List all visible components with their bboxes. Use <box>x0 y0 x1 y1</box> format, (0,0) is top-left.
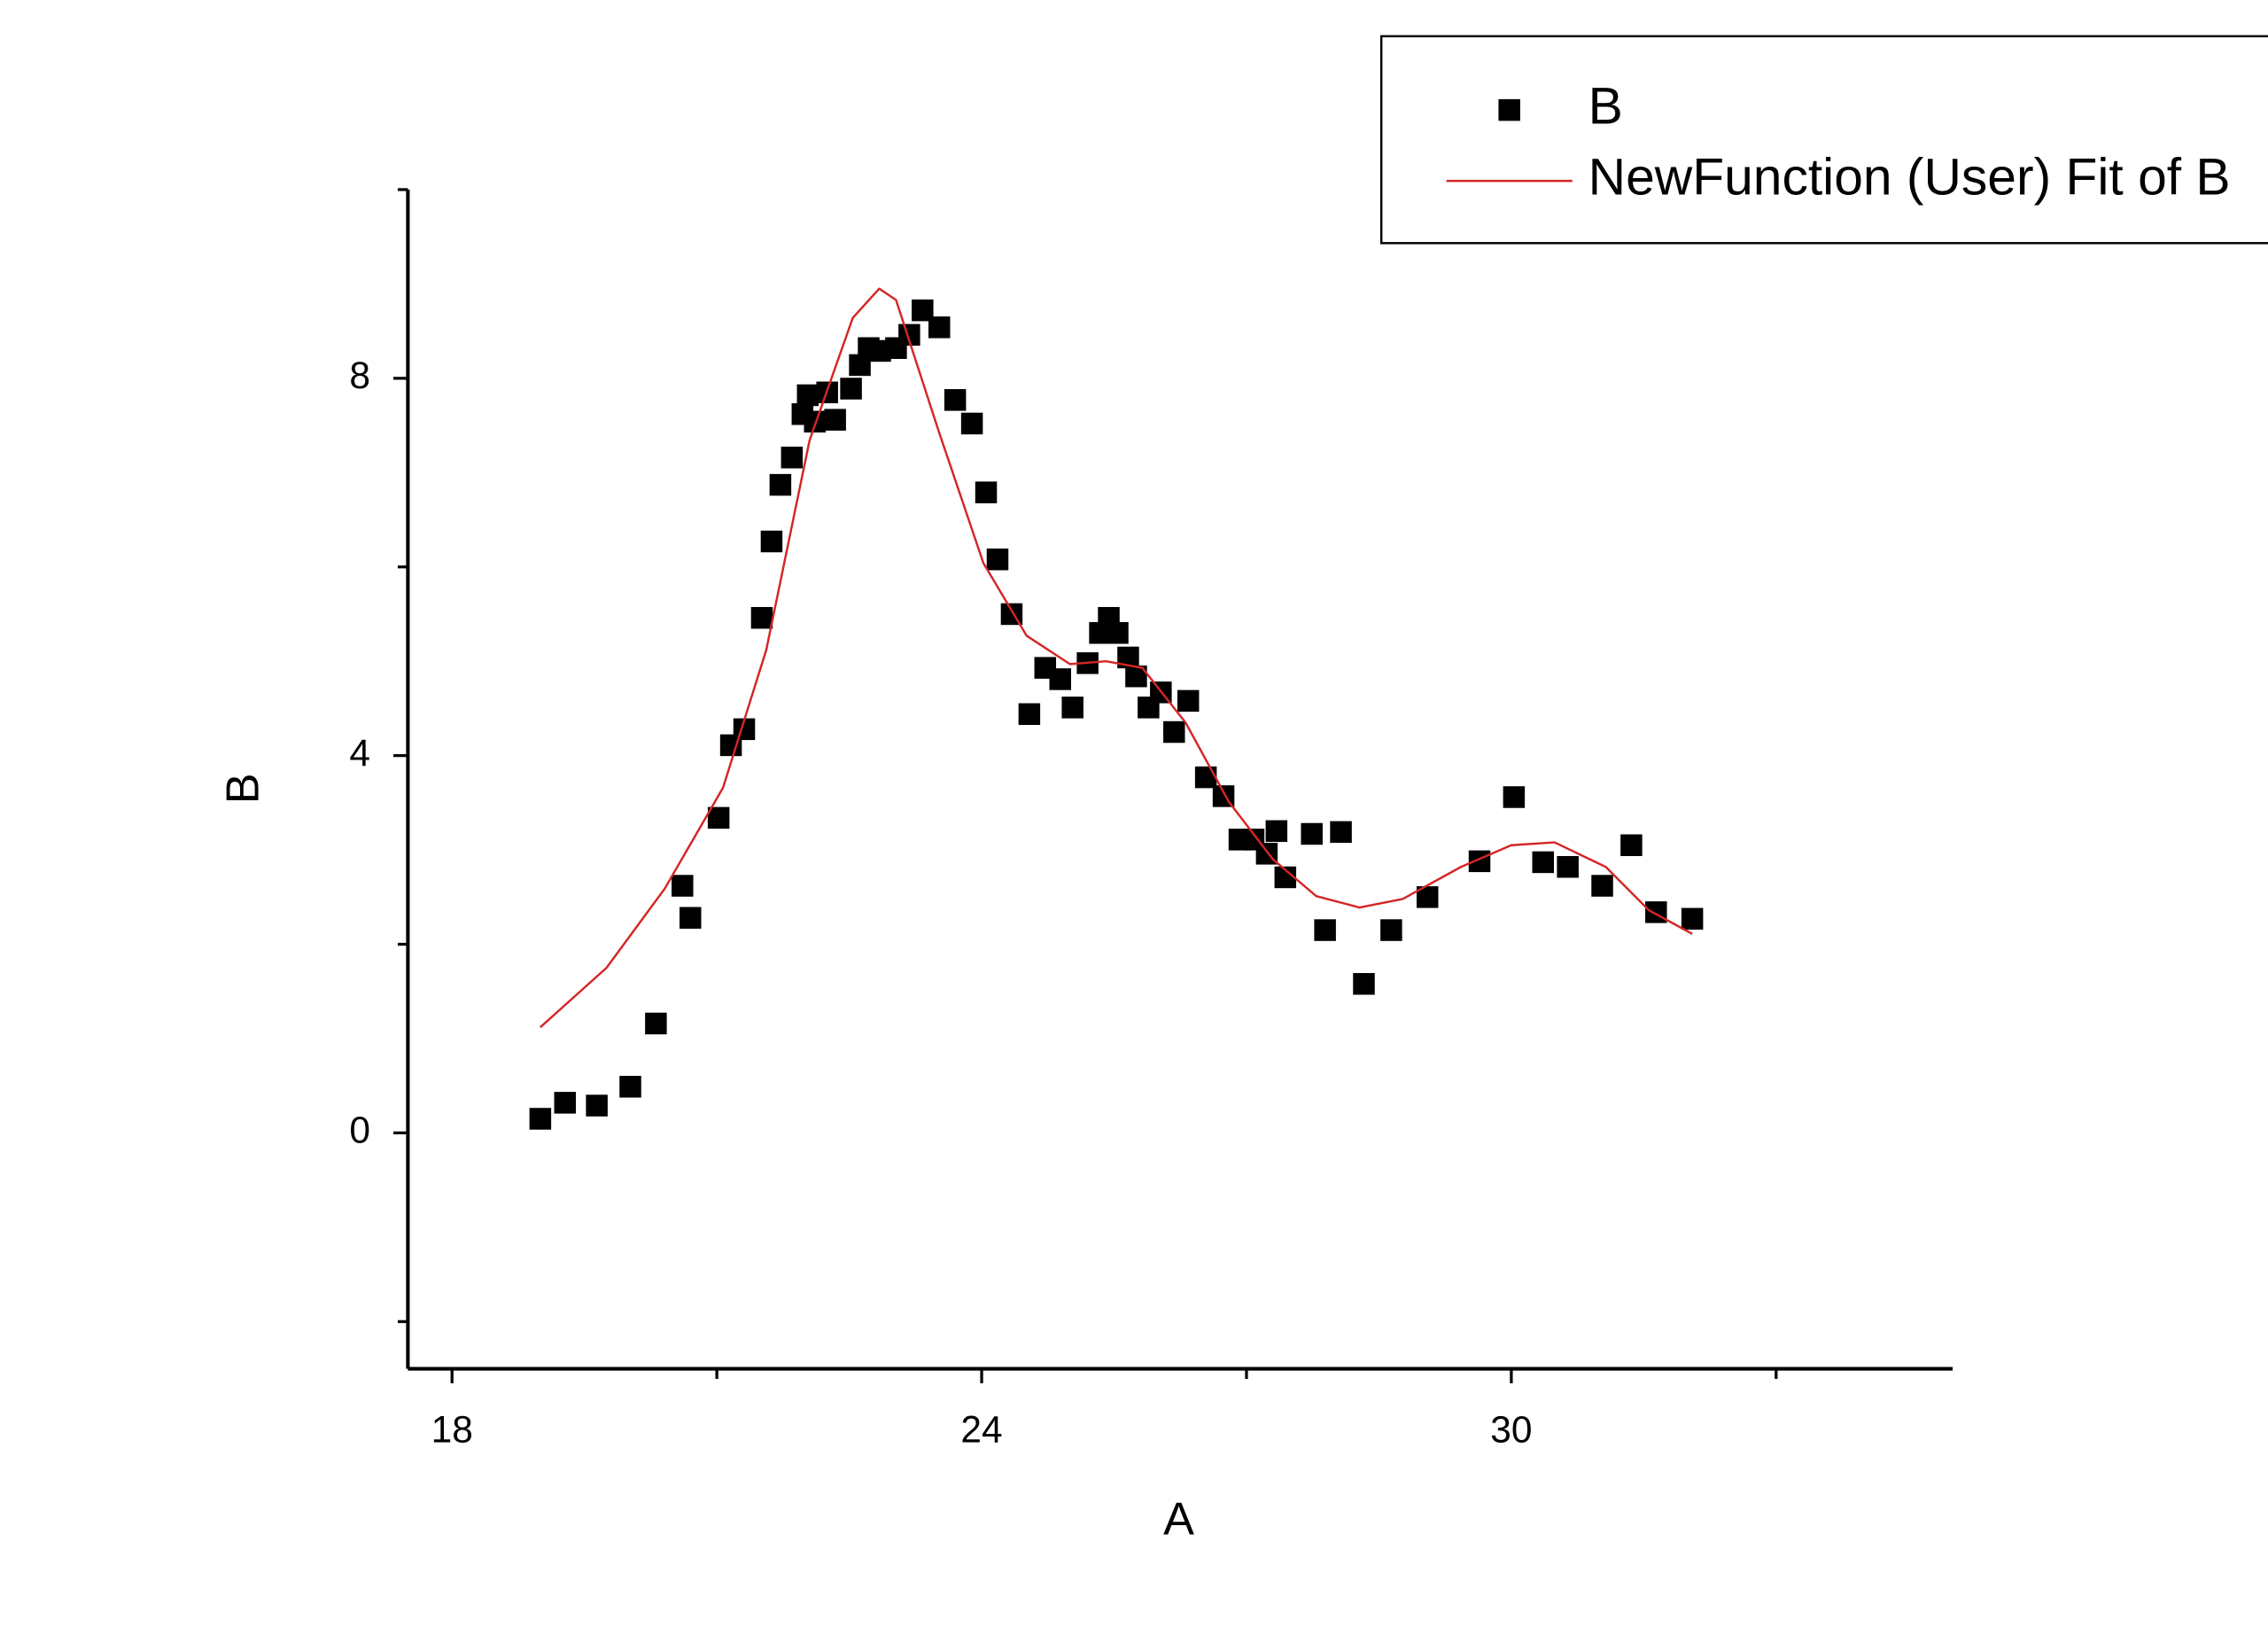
data-point <box>781 447 804 469</box>
data-point <box>760 530 783 553</box>
data-point <box>824 409 846 431</box>
data-point <box>1301 822 1323 845</box>
data-point <box>645 1012 667 1035</box>
x-tick-label: 24 <box>960 1409 1002 1451</box>
y-axis-title: B <box>217 773 268 804</box>
data-point <box>554 1092 577 1114</box>
data-point <box>960 412 983 435</box>
data-point <box>1061 697 1084 719</box>
data-point <box>1620 834 1643 857</box>
data-point <box>1557 855 1579 878</box>
data-point <box>928 316 951 339</box>
data-point <box>1645 901 1667 923</box>
data-point <box>944 389 967 411</box>
y-tick-label: 0 <box>349 1110 370 1151</box>
data-point <box>975 481 998 503</box>
data-point <box>1380 919 1402 941</box>
x-tick-label: 18 <box>431 1409 473 1451</box>
data-point <box>1177 689 1200 712</box>
data-point <box>1163 720 1185 744</box>
data-point <box>1018 703 1041 726</box>
data-point <box>1049 668 1071 690</box>
data-point <box>986 548 1009 571</box>
x-tick-label: 30 <box>1490 1409 1532 1451</box>
data-point <box>1330 821 1352 844</box>
legend-label: NewFunction (User) Fit of B <box>1588 149 2231 206</box>
data-point <box>680 907 702 929</box>
data-point <box>586 1094 608 1117</box>
data-point <box>619 1076 641 1098</box>
data-point <box>796 384 819 407</box>
data-point <box>1107 622 1129 644</box>
data-point <box>769 473 792 496</box>
data-point <box>529 1108 552 1130</box>
data-point <box>1194 766 1217 789</box>
data-point <box>1532 851 1555 874</box>
data-point <box>1681 907 1704 931</box>
data-point <box>804 410 826 433</box>
legend-label: B <box>1588 78 1623 136</box>
y-tick-label: 8 <box>349 354 370 396</box>
data-point <box>1314 919 1336 941</box>
y-tick-label: 4 <box>349 732 370 774</box>
data-point <box>840 378 862 400</box>
x-axis-title: A <box>1163 1493 1194 1545</box>
data-point <box>707 806 730 829</box>
data-point <box>1591 875 1613 897</box>
legend-box <box>1379 35 2268 245</box>
data-point <box>1265 820 1288 843</box>
fit-line <box>540 287 1693 1029</box>
data-point <box>750 606 773 629</box>
legend-marker <box>1498 98 1520 121</box>
data-point <box>1353 972 1375 995</box>
data-point <box>672 875 694 897</box>
data-point <box>1503 786 1526 808</box>
